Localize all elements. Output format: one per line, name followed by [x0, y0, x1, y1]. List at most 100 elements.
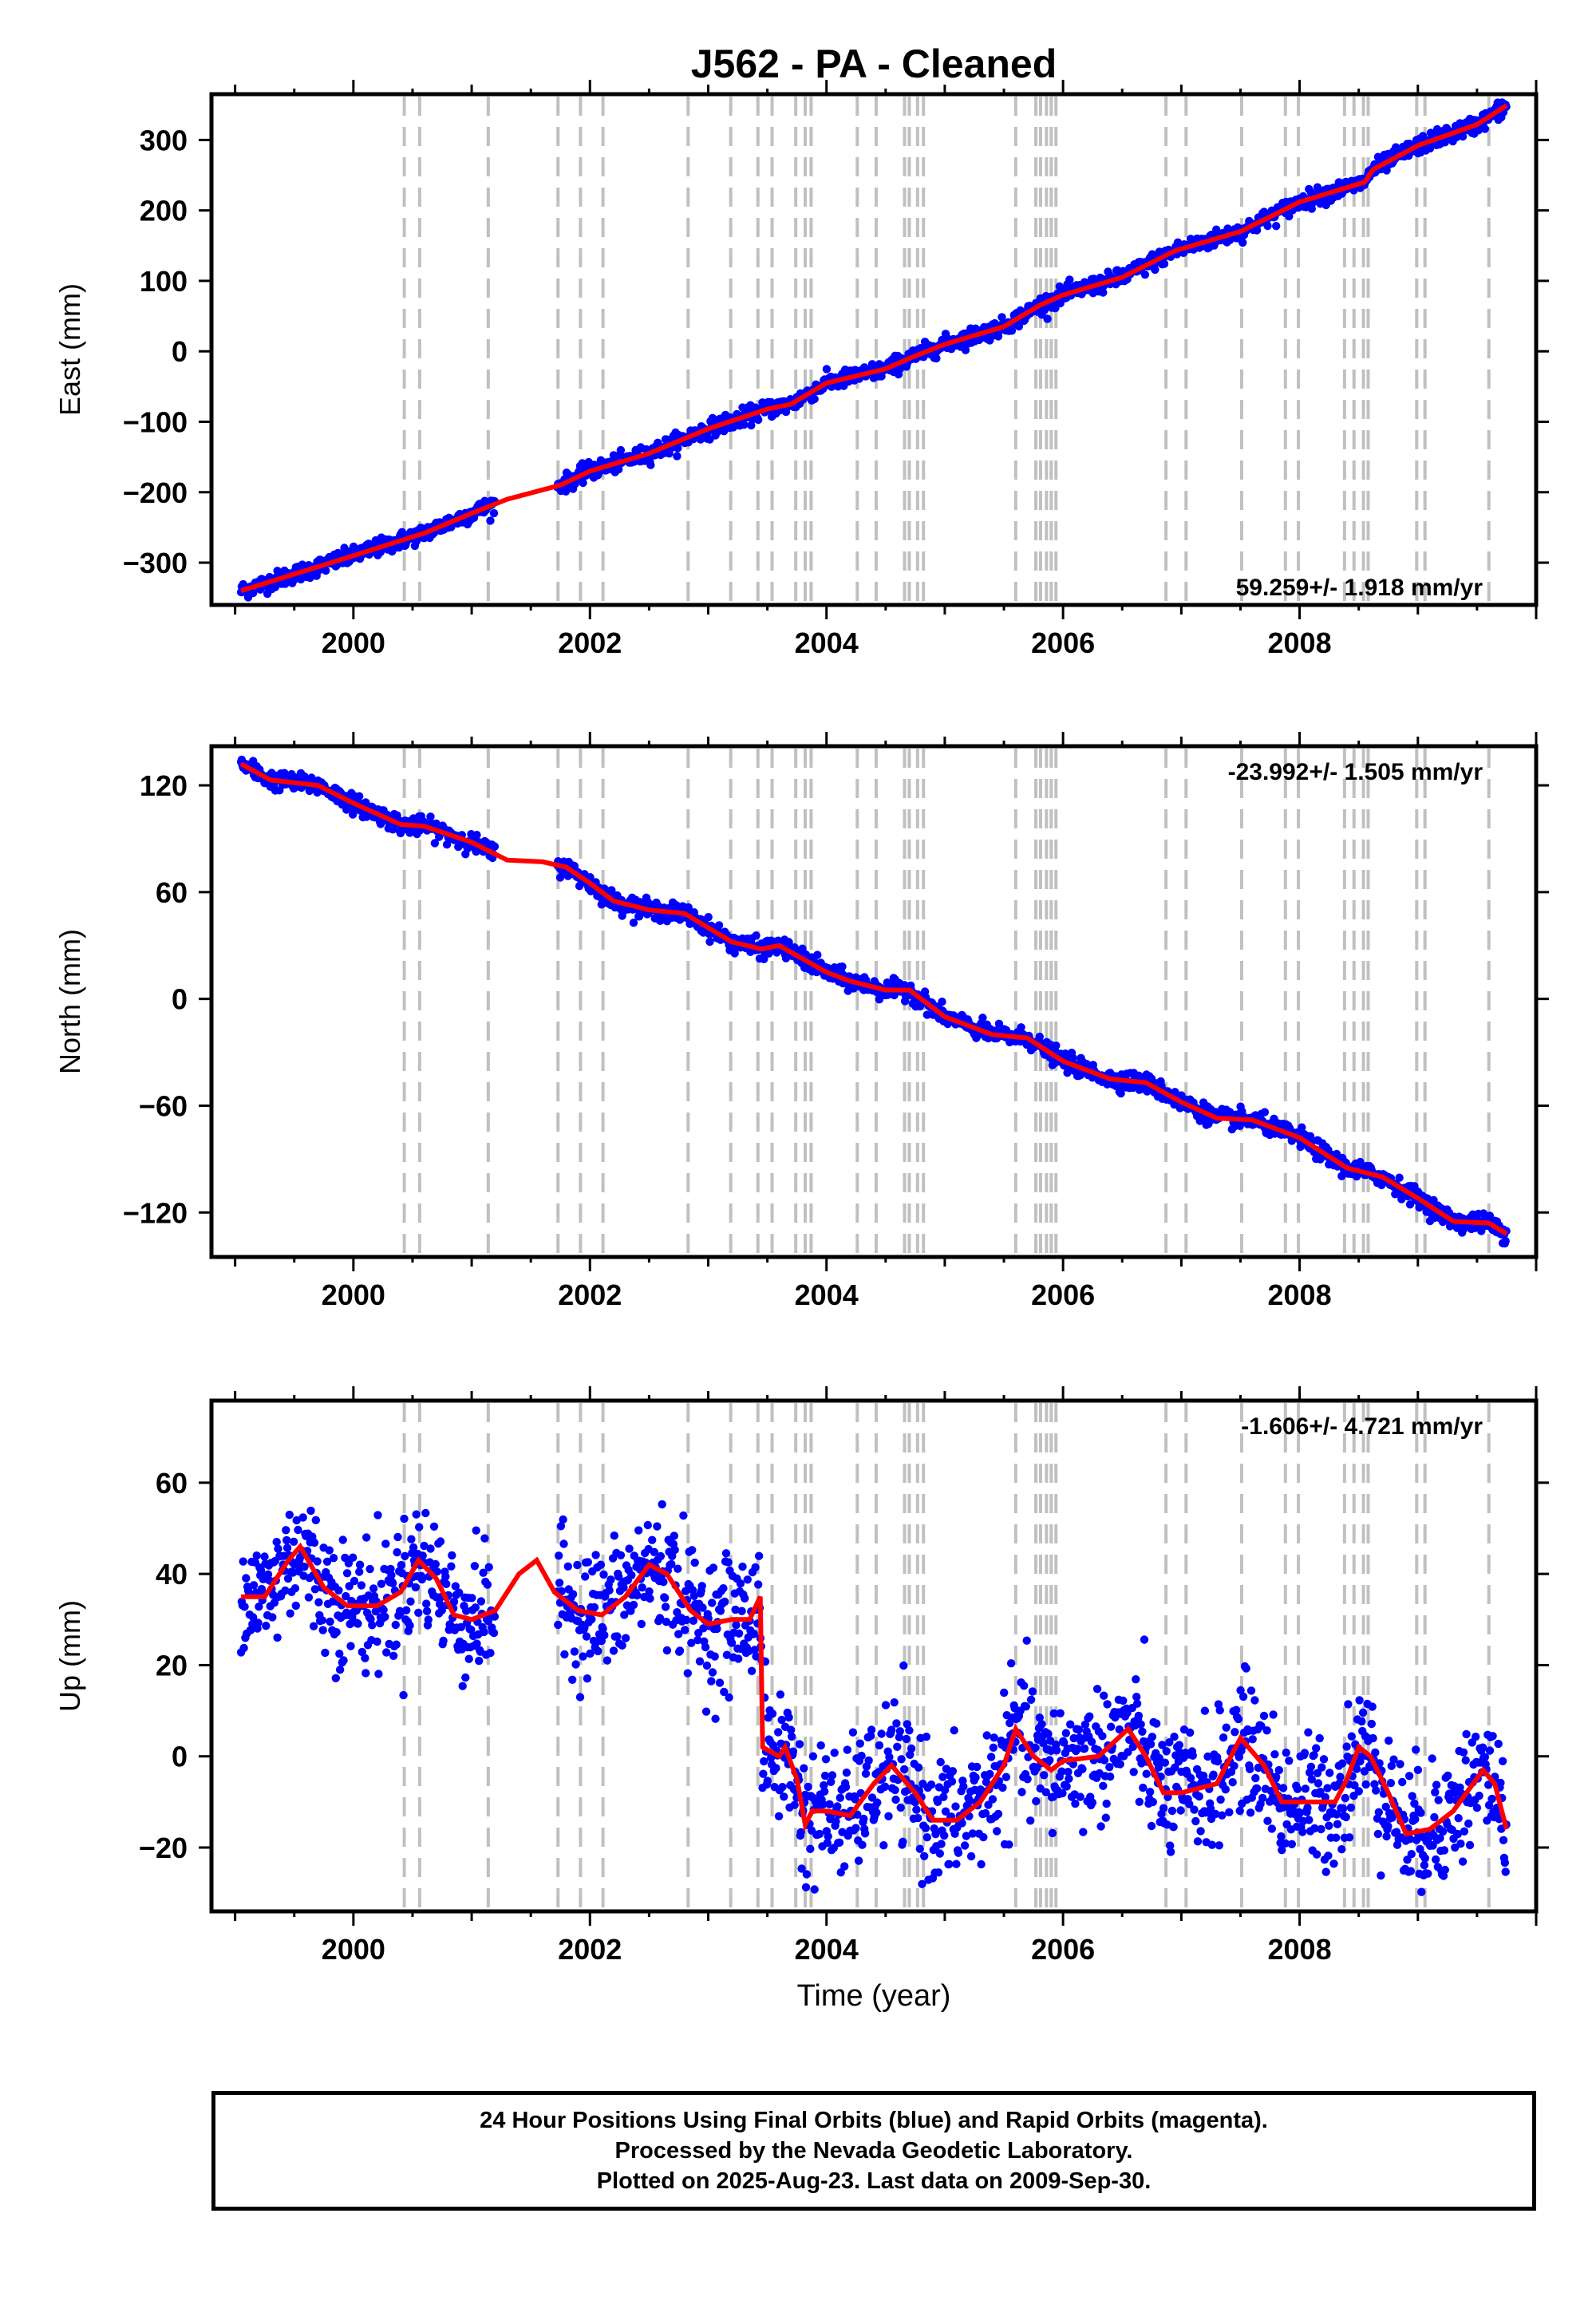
data-point [591, 1551, 600, 1559]
data-point [1215, 1705, 1224, 1715]
data-point [262, 1622, 271, 1630]
data-point [1138, 1727, 1147, 1736]
data-point [648, 1535, 657, 1544]
data-point [365, 1564, 374, 1574]
data-point [732, 1621, 741, 1630]
data-point [291, 1601, 300, 1611]
data-point [1159, 1804, 1168, 1812]
data-point [830, 1749, 839, 1757]
data-point [864, 1756, 873, 1765]
figure-title: J562 - PA - Cleaned [691, 41, 1057, 86]
data-point [400, 1514, 409, 1524]
data-point [426, 812, 435, 821]
data-point [948, 1767, 958, 1776]
data-point [439, 1636, 448, 1646]
data-point [268, 1613, 277, 1622]
data-point [1167, 1806, 1177, 1816]
data-point [872, 1808, 881, 1817]
data-point [810, 394, 819, 404]
y-tick-label: 100 [140, 265, 188, 298]
data-point [568, 1590, 578, 1599]
data-point [461, 1673, 470, 1682]
data-point [637, 1619, 646, 1629]
data-point [804, 1782, 812, 1792]
data-point [1246, 1765, 1254, 1773]
data-point [393, 1532, 402, 1542]
data-point [1146, 1788, 1155, 1796]
data-point [1209, 1770, 1218, 1779]
data-point [696, 435, 705, 444]
data-point [896, 1803, 905, 1812]
y-tick-label: −200 [123, 476, 188, 509]
data-point [468, 1594, 476, 1603]
data-point [381, 1612, 389, 1622]
data-point [634, 1526, 643, 1535]
data-point [891, 1785, 899, 1795]
data-point [1020, 1682, 1029, 1690]
data-point [583, 1674, 592, 1683]
data-point [1103, 1700, 1112, 1709]
data-point [646, 460, 655, 469]
data-point [447, 1562, 456, 1571]
data-point [464, 1654, 473, 1663]
data-point [751, 1563, 760, 1572]
data-point [373, 1511, 382, 1520]
data-point [480, 1534, 489, 1543]
data-point [242, 1574, 251, 1583]
data-point [239, 1643, 248, 1653]
data-point [705, 937, 714, 947]
data-point [828, 1771, 837, 1780]
data-point [1225, 1808, 1234, 1816]
data-point [414, 1608, 423, 1618]
data-point [1146, 1740, 1156, 1749]
data-point [471, 1603, 480, 1612]
data-point [472, 831, 481, 840]
data-point [1100, 1691, 1108, 1700]
data-point [741, 1594, 749, 1603]
data-point [899, 1837, 907, 1846]
data-point [1006, 1659, 1016, 1668]
data-point [559, 1515, 567, 1524]
data-point [1022, 1636, 1031, 1645]
data-point [594, 1646, 602, 1656]
data-point [1196, 1827, 1205, 1836]
data-point [858, 1840, 867, 1849]
data-point [368, 1621, 377, 1630]
data-point [402, 1606, 411, 1614]
data-point [1222, 1723, 1231, 1732]
data-point [810, 1885, 819, 1894]
data-point [938, 998, 946, 1006]
data-point [1169, 1823, 1178, 1832]
data-point [1221, 1785, 1231, 1794]
data-point [489, 1628, 499, 1638]
data-point [922, 1833, 932, 1842]
data-point [605, 1586, 614, 1595]
data-point [239, 1557, 247, 1566]
data-point [778, 1783, 787, 1792]
data-point [1260, 1108, 1270, 1117]
data-point [1238, 1692, 1248, 1701]
data-point [399, 1690, 408, 1700]
data-point [1215, 1841, 1224, 1850]
data-point [1056, 1709, 1065, 1717]
data-point [1088, 1798, 1097, 1807]
data-point [1053, 1746, 1061, 1755]
data-point [618, 1641, 626, 1650]
data-point [890, 1698, 899, 1707]
data-point [1106, 1722, 1116, 1731]
data-point [346, 1642, 355, 1650]
data-point [959, 1782, 968, 1791]
x-tick-label: 2000 [322, 626, 385, 659]
data-point [311, 1516, 320, 1525]
data-point [599, 1570, 608, 1579]
data-point [730, 949, 739, 958]
east-ticks: 2000 2002 2004 2006 2008−300−200−10001002003… [123, 80, 1549, 659]
data-point [760, 1757, 768, 1766]
data-point [815, 1829, 824, 1839]
data-point [719, 1584, 728, 1593]
data-point [582, 1632, 591, 1641]
data-point [990, 1733, 998, 1742]
east-plot-frame [209, 92, 1539, 607]
data-point [309, 1622, 318, 1630]
